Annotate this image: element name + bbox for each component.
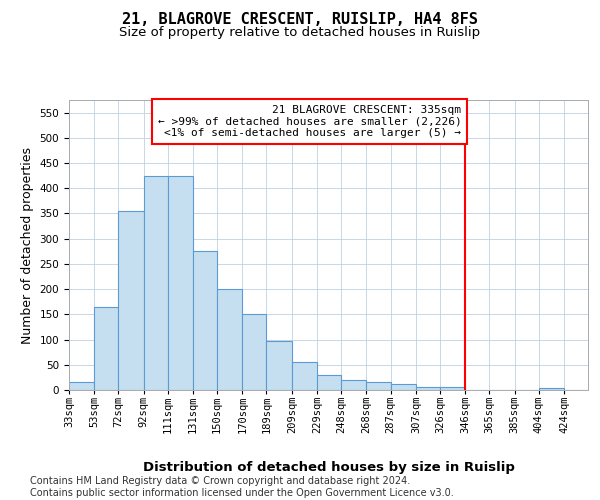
Text: 21 BLAGROVE CRESCENT: 335sqm
← >99% of detached houses are smaller (2,226)
<1% o: 21 BLAGROVE CRESCENT: 335sqm ← >99% of d… [158,105,461,138]
Bar [168,176,193,390]
Bar [292,362,317,390]
Text: Distribution of detached houses by size in Ruislip: Distribution of detached houses by size … [143,461,515,474]
Bar [367,382,391,390]
Bar [539,388,564,390]
Bar [242,314,266,390]
Bar [193,252,217,390]
Text: 21, BLAGROVE CRESCENT, RUISLIP, HA4 8FS: 21, BLAGROVE CRESCENT, RUISLIP, HA4 8FS [122,12,478,28]
Bar [341,380,367,390]
Bar [94,307,118,390]
Bar [391,384,416,390]
Bar [143,176,168,390]
Bar [440,388,465,390]
Bar [217,289,242,390]
Bar [266,341,292,390]
Text: Size of property relative to detached houses in Ruislip: Size of property relative to detached ho… [119,26,481,39]
Bar [69,382,94,390]
Bar [317,375,341,390]
Bar [416,388,440,390]
Y-axis label: Number of detached properties: Number of detached properties [21,146,34,344]
Bar [118,211,143,390]
Text: Contains HM Land Registry data © Crown copyright and database right 2024.
Contai: Contains HM Land Registry data © Crown c… [30,476,454,498]
